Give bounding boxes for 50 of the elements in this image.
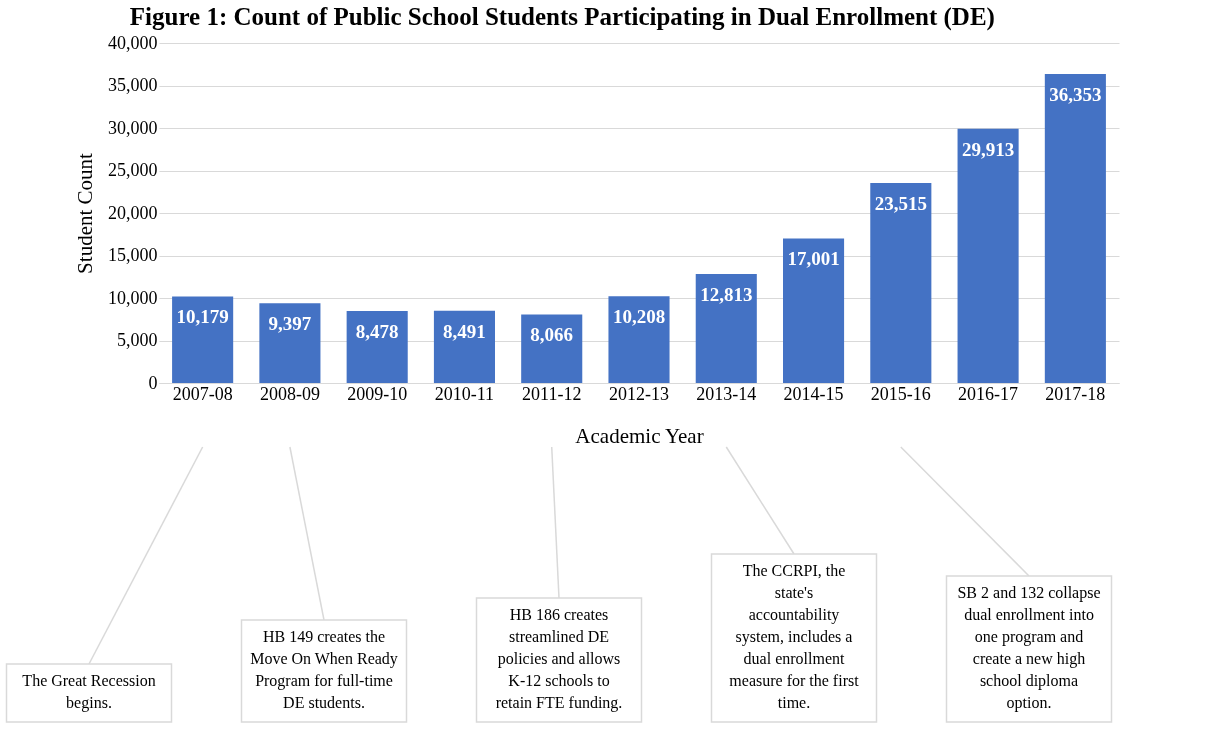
y-tick-label: 35,000 (108, 75, 158, 95)
y-tick-label: 10,000 (108, 287, 158, 308)
bar (870, 183, 932, 383)
data-label: 10,179 (176, 306, 229, 328)
data-label: 29,913 (961, 138, 1015, 160)
chart-title: Figure 1: Count of Public School Students Participating in Dual Enrollment (DE) (129, 3, 995, 31)
y-tick-label: 0 (148, 372, 158, 393)
bar (957, 128, 1019, 383)
x-tick-label: 2015-16 (870, 383, 931, 404)
y-tick-label: 25,000 (108, 160, 158, 180)
annotation: HB 149 creates the Move On When Ready Program for full-time DE students. (250, 628, 398, 711)
data-label: 9,397 (268, 313, 312, 335)
bar (1044, 74, 1106, 383)
data-label: 8,478 (355, 320, 399, 342)
annotation: HB 186 creates streamlined DE policies and allows K-12 schools to retain FTE funding. (495, 606, 623, 712)
bar (695, 274, 757, 383)
data-label: 8,491 (443, 320, 486, 342)
x-tick-label: 2013-14 (696, 383, 757, 404)
bar (259, 303, 321, 383)
x-tick-label: 2017-18 (1045, 383, 1106, 404)
annotation: The Great Recession begins. (22, 672, 156, 712)
x-tick-label: 2007-08 (172, 383, 233, 404)
y-axis-title: Student Count (73, 152, 97, 274)
annotation: SB 2 and 132 collapse dual enrollment into one program and create a new high school diploma option. (957, 584, 1101, 712)
data-label: 8,066 (530, 324, 574, 346)
annotation: The CCRPI, the state's accountability system, includes a dual enrollment measure for the first time. (729, 562, 860, 711)
y-tick-label: 15,000 (108, 245, 158, 265)
x-tick-label: 2008-09 (259, 383, 320, 404)
data-label: 23,515 (874, 193, 927, 215)
data-label: 36,353 (1049, 84, 1102, 105)
bar (608, 296, 670, 383)
x-tick-label: 2014-15 (783, 383, 844, 404)
bar (172, 296, 234, 383)
x-tick-label: 2012-13 (609, 383, 669, 404)
x-axis-title: Academic Year (575, 423, 704, 448)
bar (521, 314, 583, 383)
data-label: 17,001 (787, 248, 840, 270)
x-tick-label: 2009-10 (347, 383, 408, 404)
x-tick-label: 2016-17 (958, 383, 1019, 404)
data-label: 12,813 (700, 284, 753, 306)
x-tick-label: 2011-12 (522, 383, 582, 404)
y-tick-label: 30,000 (108, 117, 158, 138)
x-tick-label: 2010-11 (434, 383, 495, 404)
bar (433, 310, 495, 383)
bar (783, 238, 845, 383)
y-tick-label: 40,000 (108, 32, 158, 53)
data-label: 10,208 (612, 306, 666, 328)
bar (346, 310, 408, 383)
y-tick-label: 20,000 (108, 202, 158, 223)
y-tick-label: 5,000 (117, 330, 158, 350)
